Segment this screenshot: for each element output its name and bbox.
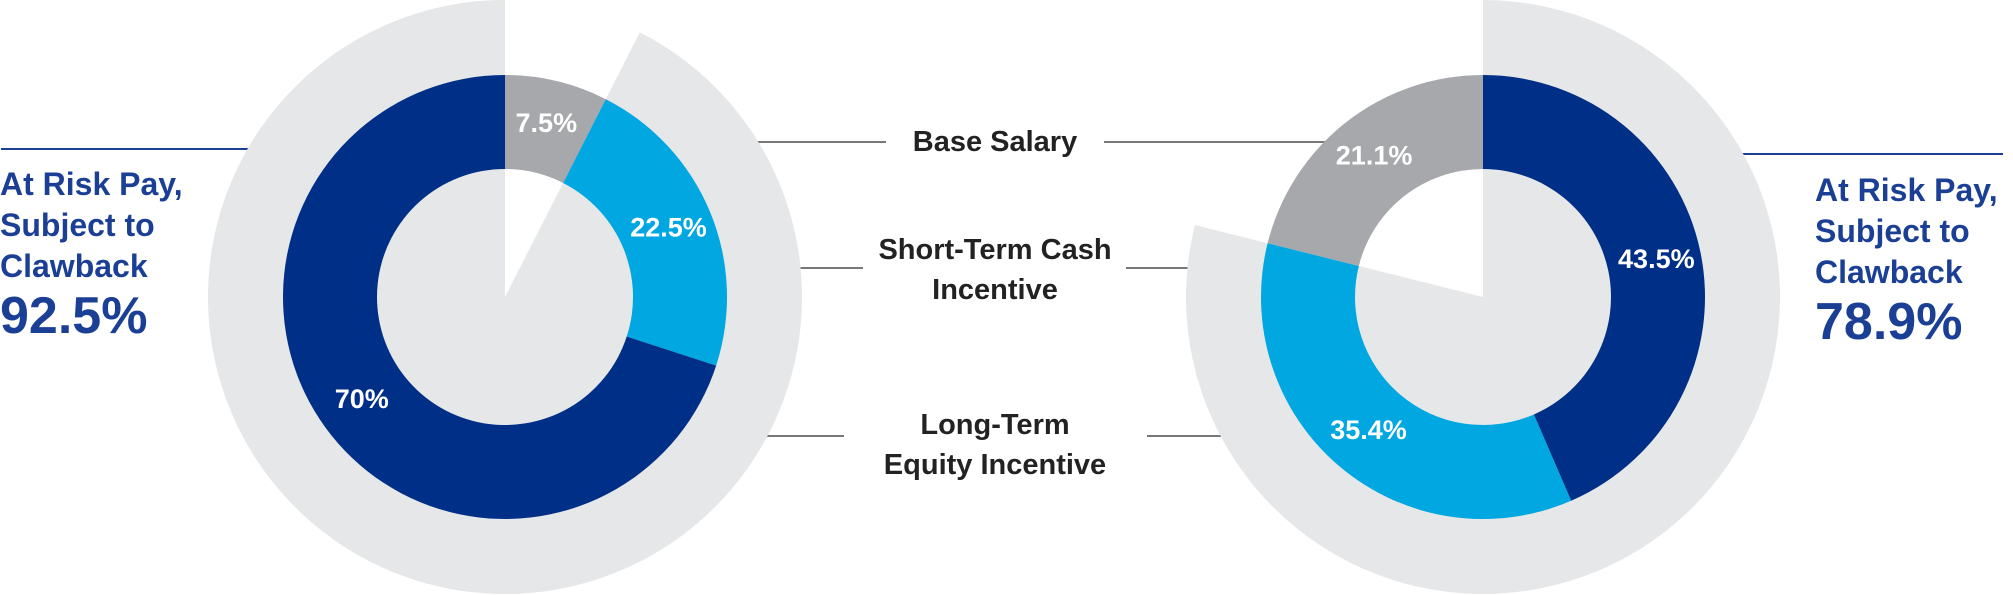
at-risk-value: 78.9% <box>1815 293 1963 351</box>
value-label: 35.4% <box>1330 415 1407 445</box>
at-risk-label: At Risk Pay, Subject to Clawback <box>1815 172 1998 290</box>
at-risk-left: At Risk Pay, Subject to Clawback 92.5% <box>0 164 200 345</box>
donut-segment <box>1483 75 1706 501</box>
donut-segment <box>1267 74 1483 266</box>
donut-segment <box>505 75 606 183</box>
donut-segment <box>563 99 727 366</box>
at-risk-value: 92.5% <box>0 287 148 345</box>
value-label: 43.5% <box>1618 244 1695 274</box>
at-risk-label: At Risk Pay, Subject to Clawback <box>0 166 183 284</box>
legend-label: Short-Term Cash Incentive <box>878 234 1112 306</box>
donut-segment <box>1261 243 1572 519</box>
legend-label: Base Salary <box>912 126 1078 158</box>
at-risk-right: At Risk Pay, Subject to Clawback 78.9% <box>1815 170 2013 351</box>
value-label: 21.1% <box>1336 141 1413 171</box>
value-label: 70% <box>335 384 389 414</box>
donut-segment <box>283 75 717 519</box>
legend-label: Long-Term Equity Incentive <box>883 409 1107 481</box>
value-label: 22.5% <box>630 212 707 242</box>
value-label: 7.5% <box>516 108 578 138</box>
